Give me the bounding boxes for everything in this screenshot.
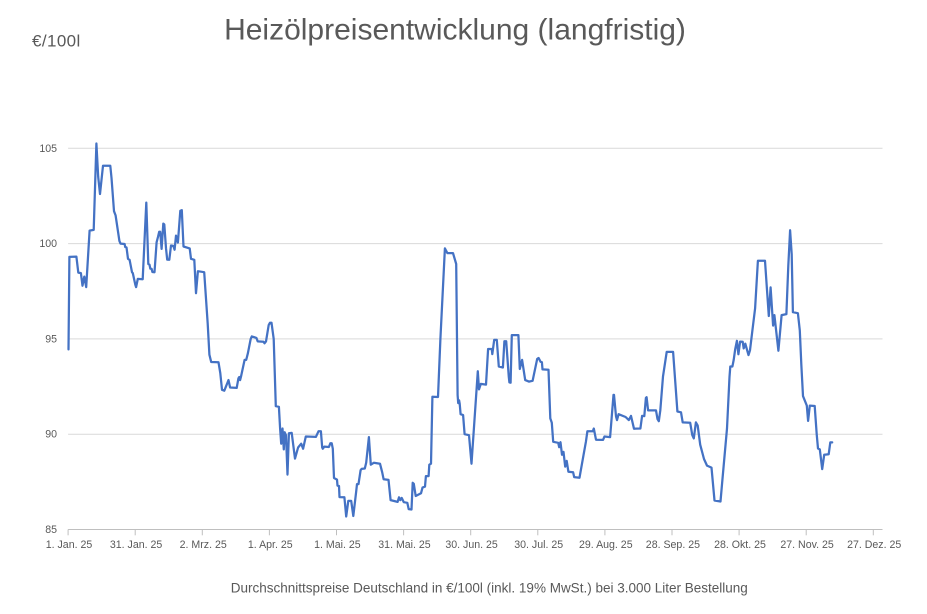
svg-text:31. Mai. 25: 31. Mai. 25	[378, 539, 431, 551]
svg-text:90: 90	[45, 429, 57, 441]
svg-text:1. Mai. 25: 1. Mai. 25	[314, 539, 361, 551]
svg-text:Heizölpreisentwicklung (langfr: Heizölpreisentwicklung (langfristig)	[224, 13, 686, 46]
svg-text:30. Jun. 25: 30. Jun. 25	[445, 539, 498, 551]
svg-text:95: 95	[45, 333, 57, 345]
svg-text:105: 105	[39, 143, 57, 155]
svg-text:27. Dez. 25: 27. Dez. 25	[847, 539, 901, 551]
svg-text:2. Mrz. 25: 2. Mrz. 25	[180, 539, 227, 551]
svg-text:Durchschnittspreise Deutschlan: Durchschnittspreise Deutschland in €/100…	[231, 580, 748, 595]
svg-text:1. Jan. 25: 1. Jan. 25	[46, 539, 93, 551]
svg-text:28. Okt. 25: 28. Okt. 25	[714, 539, 766, 551]
svg-text:30. Jul. 25: 30. Jul. 25	[514, 539, 563, 551]
svg-text:85: 85	[45, 524, 57, 536]
svg-text:31. Jan. 25: 31. Jan. 25	[110, 539, 163, 551]
svg-text:29. Aug. 25: 29. Aug. 25	[579, 539, 633, 551]
svg-text:27. Nov. 25: 27. Nov. 25	[780, 539, 834, 551]
svg-text:28. Sep. 25: 28. Sep. 25	[646, 539, 700, 551]
svg-text:€/100l: €/100l	[32, 32, 81, 51]
svg-text:100: 100	[39, 238, 57, 250]
svg-text:1. Apr. 25: 1. Apr. 25	[248, 539, 293, 551]
